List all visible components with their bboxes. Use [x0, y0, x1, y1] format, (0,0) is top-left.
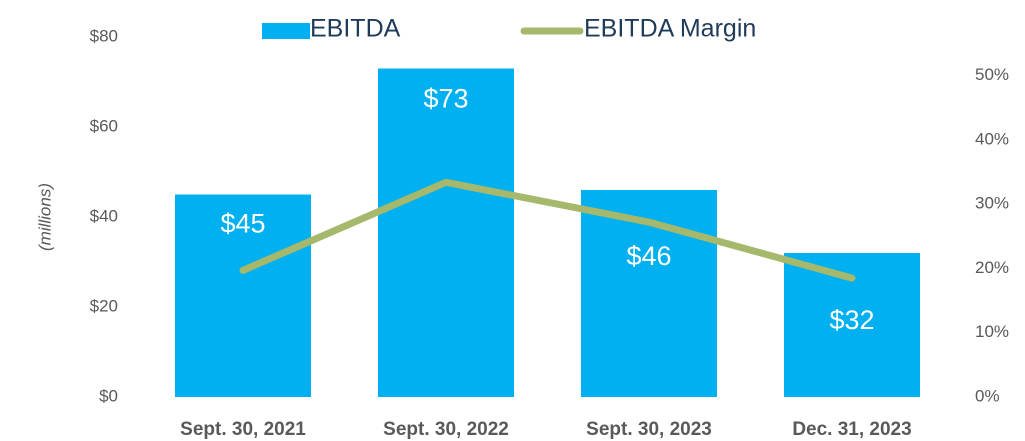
legend-label: EBITDA	[310, 15, 401, 43]
bar	[175, 194, 311, 397]
bar	[378, 68, 514, 397]
y-tick-label: $60	[90, 116, 118, 135]
y-tick-label: $40	[90, 206, 118, 225]
data-label: $32	[829, 305, 874, 335]
y-tick-label: $80	[90, 26, 118, 45]
x-tick-label: Sept. 30, 2021	[180, 419, 306, 440]
data-label: $73	[423, 84, 468, 114]
data-label: $45	[220, 209, 265, 239]
y2-tick-label: 50%	[975, 65, 1009, 84]
y-axis-label: (millions)	[35, 183, 54, 251]
legend-label: EBITDA Margin	[584, 15, 756, 43]
margin-line	[239, 178, 856, 282]
y2-tick-label: 40%	[975, 129, 1009, 148]
y2-tick-label: 10%	[975, 322, 1009, 341]
x-tick-label: Sept. 30, 2023	[586, 419, 712, 440]
x-tick-label: Sept. 30, 2022	[383, 419, 509, 440]
y2-tick-label: 20%	[975, 258, 1009, 277]
x-tick-label: Dec. 31, 2023	[792, 419, 911, 440]
y-tick-label: $20	[90, 296, 118, 315]
legend-swatch	[262, 23, 310, 39]
y2-tick-label: 0%	[975, 386, 1000, 405]
data-label: $46	[626, 241, 671, 271]
y2-tick-label: 30%	[975, 194, 1009, 213]
y-tick-label: $0	[99, 386, 118, 405]
